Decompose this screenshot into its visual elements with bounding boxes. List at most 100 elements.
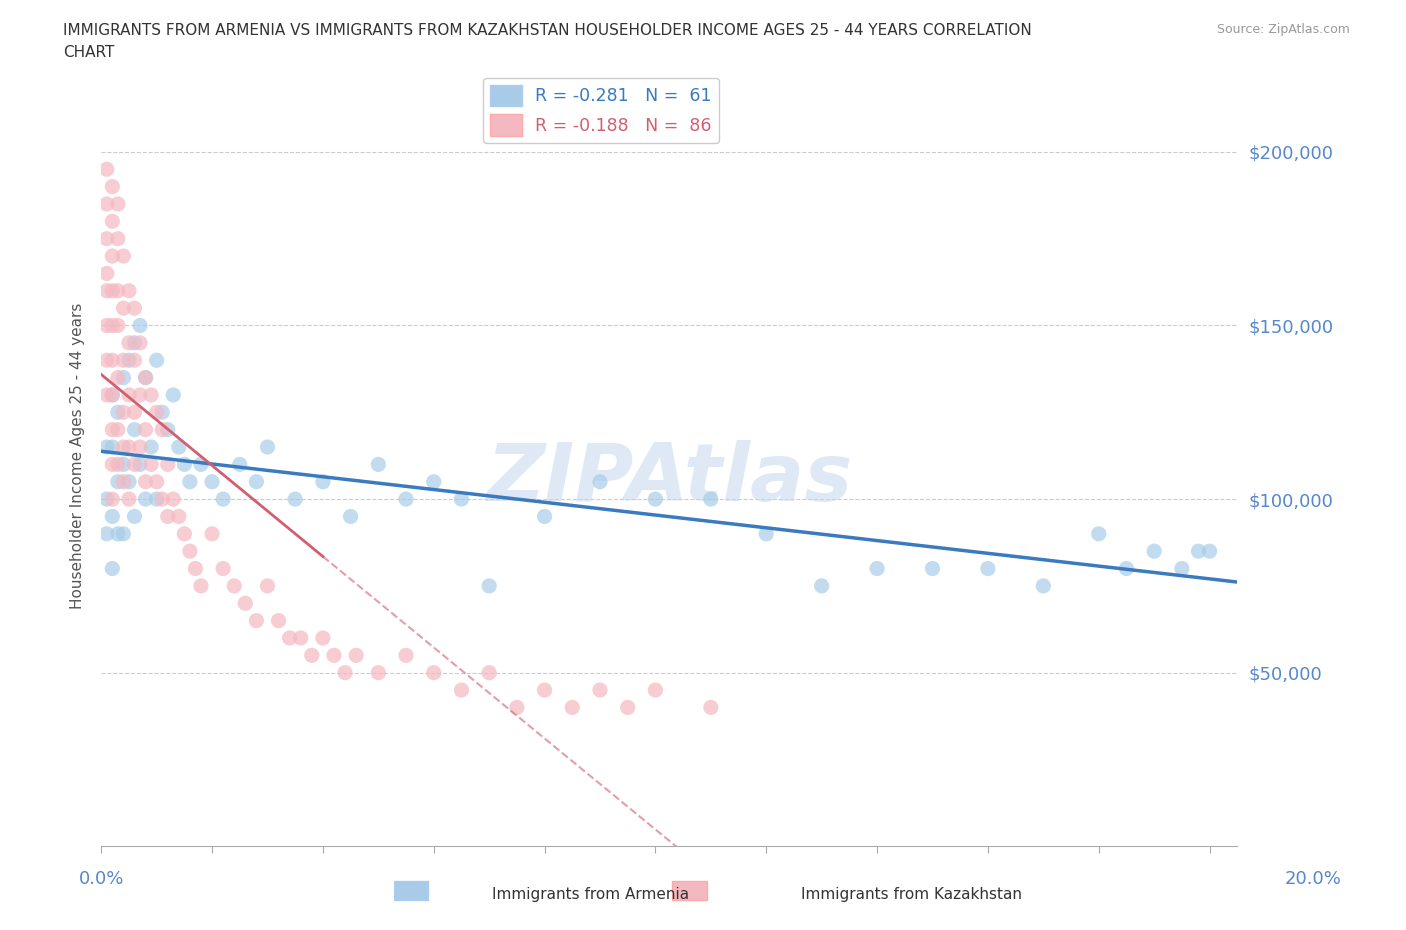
Point bbox=[124, 352, 146, 367]
Point bbox=[644, 492, 666, 507]
Point bbox=[395, 648, 418, 663]
Point bbox=[96, 284, 118, 299]
Point bbox=[156, 422, 179, 437]
Point bbox=[124, 422, 146, 437]
Point bbox=[118, 440, 141, 455]
Point bbox=[112, 370, 135, 385]
Point bbox=[1032, 578, 1054, 593]
Point bbox=[101, 509, 124, 524]
Point bbox=[616, 700, 638, 715]
Point bbox=[422, 665, 444, 680]
Point bbox=[101, 284, 124, 299]
Point bbox=[233, 596, 256, 611]
Point bbox=[561, 700, 583, 715]
Point bbox=[112, 248, 135, 263]
Point bbox=[101, 422, 124, 437]
Point bbox=[150, 492, 173, 507]
Point bbox=[367, 665, 389, 680]
Point bbox=[96, 352, 118, 367]
Text: ZIPAtlas: ZIPAtlas bbox=[486, 440, 852, 518]
Point bbox=[1171, 561, 1194, 576]
Point bbox=[1115, 561, 1137, 576]
Point bbox=[101, 388, 124, 403]
Point bbox=[118, 352, 141, 367]
Point bbox=[112, 440, 135, 455]
Point bbox=[124, 405, 146, 419]
Point bbox=[145, 405, 167, 419]
Point bbox=[101, 388, 124, 403]
Point bbox=[1143, 544, 1166, 559]
Text: CHART: CHART bbox=[63, 45, 115, 60]
Point bbox=[145, 352, 167, 367]
Point bbox=[118, 474, 141, 489]
Point bbox=[118, 388, 141, 403]
Point bbox=[1198, 544, 1220, 559]
Point bbox=[450, 492, 472, 507]
Point bbox=[224, 578, 246, 593]
Text: IMMIGRANTS FROM ARMENIA VS IMMIGRANTS FROM KAZAKHSTAN HOUSEHOLDER INCOME AGES 25: IMMIGRANTS FROM ARMENIA VS IMMIGRANTS FR… bbox=[63, 23, 1032, 38]
Point bbox=[256, 440, 278, 455]
Point bbox=[162, 388, 184, 403]
Point bbox=[290, 631, 312, 645]
Point bbox=[256, 578, 278, 593]
Point bbox=[124, 336, 146, 351]
Point bbox=[644, 683, 666, 698]
Point bbox=[755, 526, 778, 541]
Point bbox=[245, 474, 267, 489]
Point bbox=[245, 613, 267, 628]
Point bbox=[478, 578, 501, 593]
Point bbox=[339, 509, 361, 524]
Text: Immigrants from Armenia: Immigrants from Armenia bbox=[492, 887, 689, 902]
Text: Immigrants from Kazakhstan: Immigrants from Kazakhstan bbox=[801, 887, 1022, 902]
Point bbox=[212, 561, 235, 576]
Point bbox=[101, 440, 124, 455]
Point bbox=[1087, 526, 1109, 541]
Point bbox=[333, 665, 356, 680]
Point bbox=[810, 578, 832, 593]
Point bbox=[190, 457, 212, 472]
Point bbox=[1187, 544, 1209, 559]
Point bbox=[977, 561, 1000, 576]
Point bbox=[190, 578, 212, 593]
Point bbox=[450, 683, 472, 698]
Point bbox=[167, 509, 190, 524]
Point bbox=[96, 492, 118, 507]
Point bbox=[129, 457, 152, 472]
Point bbox=[589, 683, 612, 698]
Point bbox=[156, 509, 179, 524]
Point bbox=[101, 179, 124, 194]
Point bbox=[112, 526, 135, 541]
Point bbox=[101, 318, 124, 333]
Point bbox=[201, 474, 224, 489]
Point bbox=[96, 526, 118, 541]
Point bbox=[107, 318, 129, 333]
Point bbox=[478, 665, 501, 680]
Point bbox=[107, 405, 129, 419]
Point bbox=[150, 405, 173, 419]
Point bbox=[101, 457, 124, 472]
Point bbox=[101, 561, 124, 576]
Point bbox=[312, 474, 335, 489]
Point bbox=[173, 526, 195, 541]
Point bbox=[139, 440, 162, 455]
Legend: R = -0.281   N =  61, R = -0.188   N =  86: R = -0.281 N = 61, R = -0.188 N = 86 bbox=[484, 78, 718, 142]
Point bbox=[107, 196, 129, 211]
Point bbox=[156, 457, 179, 472]
Point bbox=[101, 352, 124, 367]
Point bbox=[96, 440, 118, 455]
Point bbox=[129, 440, 152, 455]
Point bbox=[107, 526, 129, 541]
Point bbox=[139, 457, 162, 472]
Point bbox=[118, 336, 141, 351]
Point bbox=[921, 561, 943, 576]
Point bbox=[112, 352, 135, 367]
Point bbox=[124, 300, 146, 315]
Point bbox=[107, 284, 129, 299]
Point bbox=[145, 492, 167, 507]
Point bbox=[167, 440, 190, 455]
Point bbox=[135, 370, 157, 385]
Point bbox=[395, 492, 418, 507]
Point bbox=[284, 492, 307, 507]
Point bbox=[162, 492, 184, 507]
Y-axis label: Householder Income Ages 25 - 44 years: Householder Income Ages 25 - 44 years bbox=[70, 302, 86, 609]
